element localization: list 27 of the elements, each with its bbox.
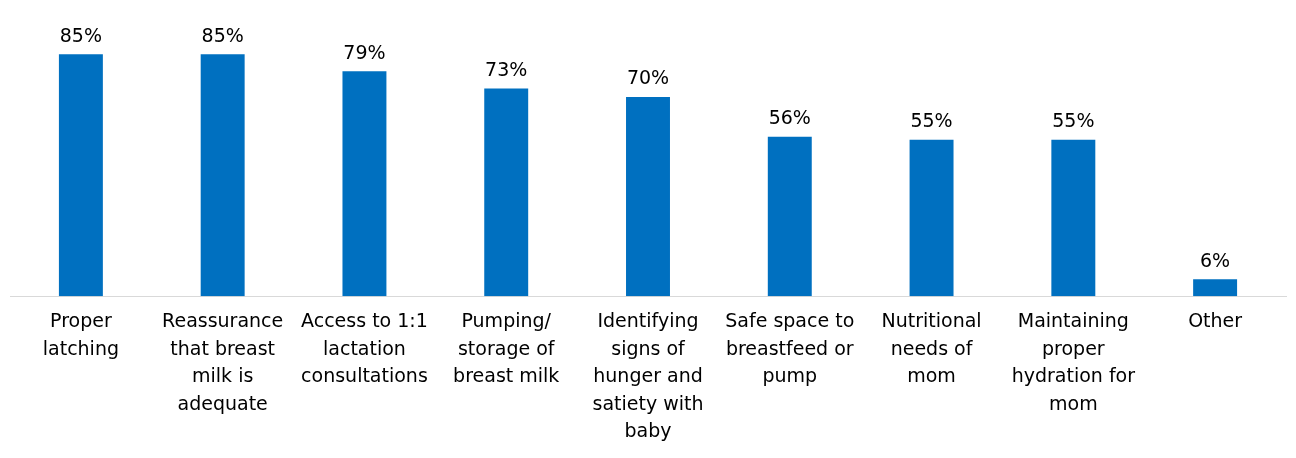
x-tick-label: Reassurance that breast milk is adequate — [162, 308, 284, 414]
bar — [1193, 279, 1238, 297]
x-tick-label: Proper latching — [42, 308, 120, 359]
data-label: 85% — [201, 23, 244, 46]
x-tick-label: Safe space to breastfeed or pump — [725, 308, 855, 387]
data-label: 56% — [768, 106, 811, 129]
x-tick-label: Pumping/ storage of breast milk — [453, 308, 560, 387]
x-tick-label: Nutritional needs of mom — [881, 308, 982, 387]
bar — [342, 71, 387, 297]
bar — [484, 88, 529, 297]
x-tick-label: Other — [1188, 308, 1243, 331]
x-tick-label: Access to 1:1 lactation consultations — [301, 308, 428, 387]
x-tick-label: Identifying signs of hunger and satiety with baby — [592, 308, 704, 442]
bar — [909, 139, 954, 297]
data-label: 79% — [343, 40, 386, 63]
data-label: 55% — [910, 109, 953, 132]
data-label: 73% — [485, 57, 528, 80]
x-tick-label: Maintaining proper hydration for mom — [1011, 308, 1136, 414]
bar — [1051, 139, 1096, 297]
data-label: 6% — [1200, 248, 1231, 271]
bar — [200, 54, 245, 297]
bar — [58, 54, 103, 297]
data-label: 85% — [59, 23, 103, 46]
bar — [626, 96, 670, 297]
data-label: 55% — [1052, 109, 1095, 132]
data-label: 70% — [626, 66, 670, 89]
bar — [767, 136, 812, 297]
